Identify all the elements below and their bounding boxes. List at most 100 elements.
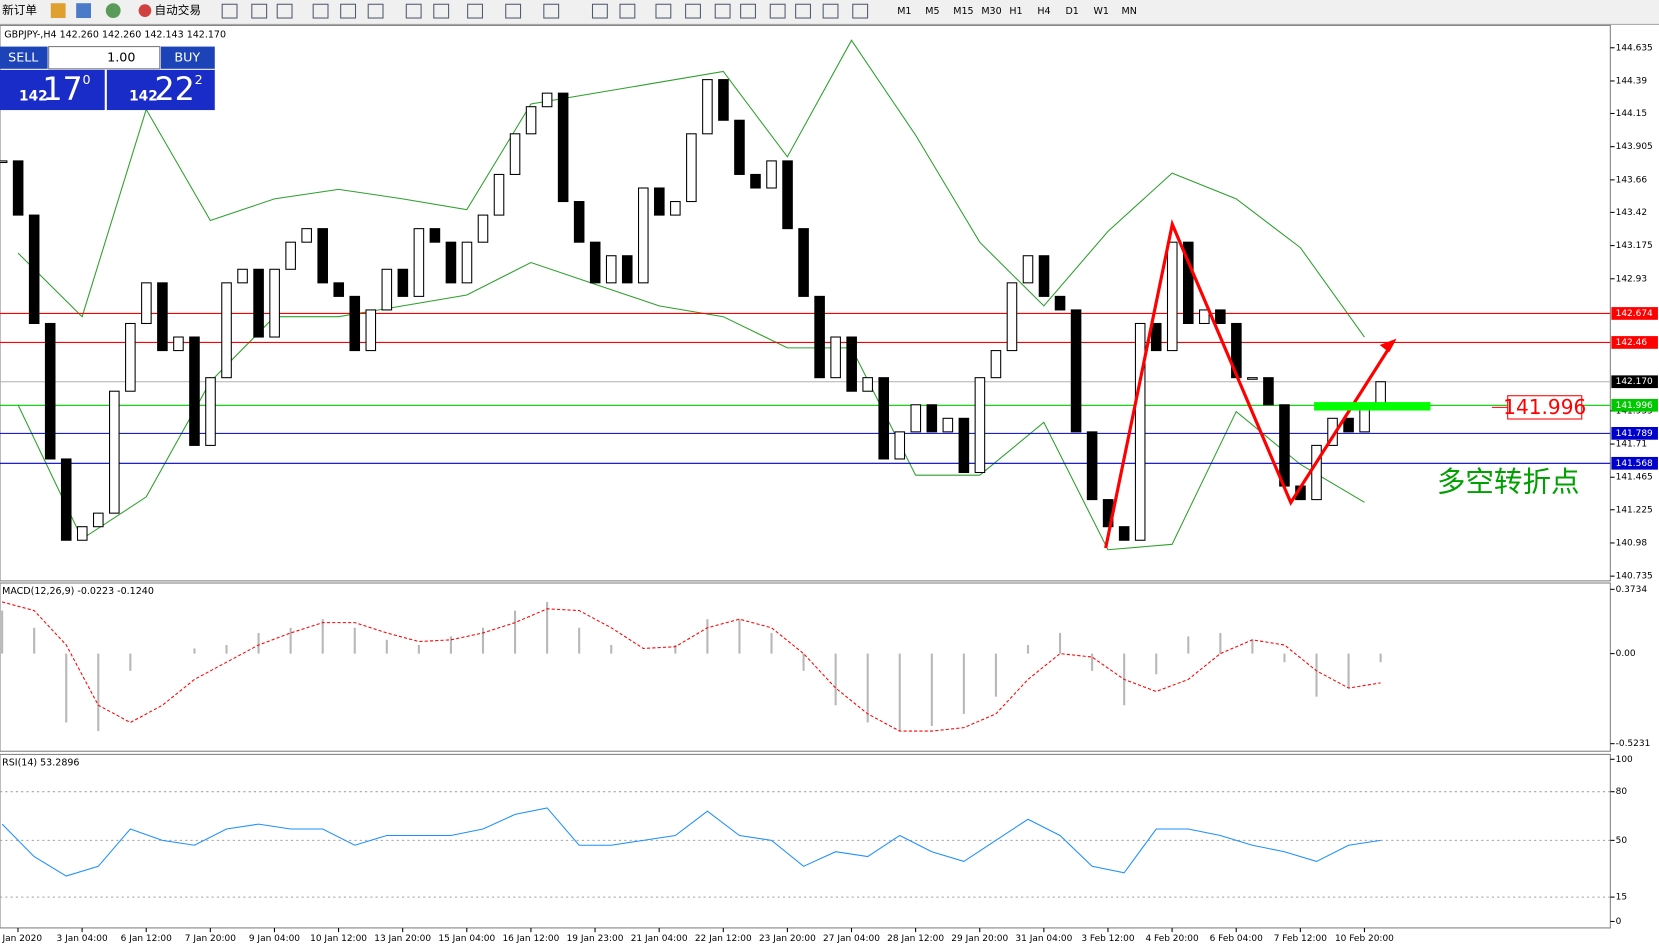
timeframe-button[interactable]: H4 (1037, 6, 1050, 17)
candle (830, 336, 841, 379)
tool-icon[interactable] (221, 3, 238, 19)
y-tick-label: 0.00 (1616, 649, 1636, 659)
auto-trading-button[interactable]: 自动交易 (154, 3, 201, 17)
icon[interactable] (105, 3, 121, 19)
tool-icon[interactable] (852, 3, 869, 19)
tool-icon[interactable] (312, 3, 329, 19)
timeframe-button[interactable]: D1 (1065, 6, 1078, 17)
candle (990, 350, 1002, 379)
new-order-button[interactable]: 新订单 (2, 3, 37, 17)
timeframe-button[interactable]: M1 (897, 6, 911, 17)
x-tick-label: 13 Jan 20:00 (374, 934, 431, 944)
tool-icon[interactable] (276, 3, 293, 19)
tool-icon[interactable] (251, 3, 268, 19)
candle (269, 268, 280, 338)
candle (93, 512, 104, 528)
lots-input[interactable] (48, 46, 161, 70)
timeframe-button[interactable]: M15 (953, 6, 973, 17)
candle (1375, 381, 1386, 406)
tool-icon[interactable] (619, 3, 636, 19)
y-tick-label: 0 (1616, 917, 1622, 927)
tool-icon[interactable] (591, 3, 608, 19)
tool-icon[interactable] (505, 3, 522, 19)
y-tick-label: 140.98 (1616, 538, 1648, 548)
candle (60, 458, 72, 541)
candle (878, 377, 890, 460)
y-tick-label: 143.42 (1616, 208, 1647, 218)
ask-main: 22 (154, 72, 194, 108)
level-box (1611, 427, 1658, 440)
level-label: 142.46 (1616, 338, 1648, 348)
tool-icon[interactable] (740, 3, 756, 19)
tool-icon[interactable] (714, 3, 731, 19)
buy-button[interactable] (160, 46, 215, 69)
level-box (1611, 398, 1658, 412)
band-lower (17, 261, 1365, 551)
tool-icon[interactable] (543, 3, 560, 19)
bid-big: 142 (19, 88, 48, 104)
candle (525, 106, 537, 135)
timeframe-button[interactable]: M30 (981, 6, 1001, 17)
y-tick-label: 100 (1616, 755, 1633, 765)
buy-label[interactable]: BUY (174, 50, 200, 65)
candle (381, 268, 393, 311)
candle (942, 417, 954, 433)
icon[interactable] (138, 4, 152, 17)
timeframe-button[interactable]: MN (1122, 6, 1137, 17)
candle (109, 390, 120, 514)
candle (477, 214, 489, 243)
sell-label[interactable]: SELL (8, 50, 38, 65)
candle (702, 79, 713, 135)
bid-box[interactable] (0, 69, 105, 111)
candle (686, 133, 697, 203)
x-tick-label: 16 Jan 12:00 (502, 934, 559, 944)
ask-big: 142 (129, 88, 158, 104)
timeframe-button[interactable]: H1 (1009, 6, 1022, 17)
tool-icon[interactable] (340, 3, 357, 19)
x-tick-label: 28 Jan 12:00 (887, 934, 944, 944)
tool-icon[interactable] (367, 3, 384, 19)
candle (589, 241, 601, 284)
rsi-label: RSI(14) 53.2896 (2, 757, 79, 768)
tool-icon[interactable] (405, 3, 422, 19)
candle (317, 228, 328, 284)
lots-value[interactable]: 1.00 (107, 50, 135, 65)
current-price-label: 142.170 (1616, 377, 1653, 387)
tool-icon[interactable] (655, 3, 672, 19)
tool-icon[interactable] (769, 3, 786, 19)
tool-icon[interactable] (685, 3, 701, 19)
y-tick-label: 141.71 (1616, 440, 1647, 450)
y-tick-label: 15 (1616, 893, 1627, 903)
tool-icon[interactable] (795, 3, 811, 19)
candle (1311, 444, 1322, 501)
timeframe-button[interactable]: W1 (1093, 6, 1108, 17)
tool-icon[interactable] (433, 3, 450, 19)
x-tick-label: 29 Jan 20:00 (951, 934, 1008, 944)
candle (894, 431, 906, 460)
ask-box[interactable] (106, 69, 215, 111)
main-chart: 144.635 144.39 144.15 143.905 143.66 143.42 14… (0, 39, 1658, 944)
bid-main: 17 (42, 72, 82, 108)
x-tick-label: 6 Feb 04:00 (1210, 934, 1264, 944)
candle (718, 79, 729, 121)
x-tick-label: 19 Jan 23:00 (567, 934, 624, 944)
candle (28, 214, 40, 325)
y-tick-label: 141.465 (1616, 473, 1653, 483)
timeframe-button[interactable]: M5 (925, 6, 939, 17)
sell-button[interactable] (0, 46, 48, 69)
tool-icon[interactable] (822, 3, 839, 19)
candle (1054, 295, 1066, 311)
x-tick-label: 27 Jan 04:00 (823, 934, 880, 944)
bid-small: 0 (83, 72, 91, 87)
candle (1247, 377, 1258, 380)
candle (365, 309, 377, 352)
level-label: 141.996 (1616, 401, 1653, 411)
tool-icon[interactable] (467, 3, 483, 19)
candle (637, 187, 649, 284)
candle (205, 377, 216, 446)
candle (1134, 322, 1146, 541)
candle (862, 377, 873, 392)
icon[interactable] (76, 3, 91, 19)
icon[interactable] (50, 3, 66, 19)
